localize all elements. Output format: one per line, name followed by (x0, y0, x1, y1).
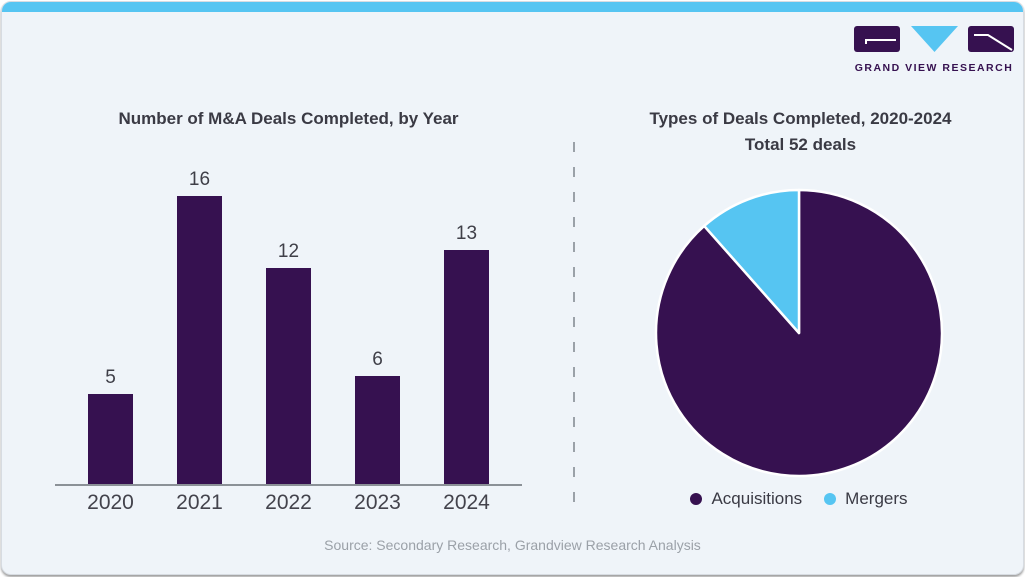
bar-column: 6 (355, 349, 400, 484)
bar-column: 13 (444, 223, 489, 484)
x-axis-label: 2023 (354, 491, 401, 514)
pie-legend: Acquisitions Mergers (629, 489, 969, 509)
bar (177, 196, 222, 484)
x-axis-label: 2022 (265, 491, 312, 514)
bar (88, 394, 133, 484)
legend-dot (690, 493, 703, 505)
bar-value-label: 16 (188, 169, 211, 190)
legend-item-acquisitions: Acquisitions (690, 489, 802, 509)
legend-dot (824, 493, 837, 505)
bar (266, 268, 311, 484)
bar-column: 16 (177, 169, 222, 484)
legend-item-mergers: Mergers (824, 489, 908, 509)
bar (444, 250, 489, 484)
pie-chart-title: Types of Deals Completed, 2020-2024 Tota… (598, 106, 1003, 158)
legend-label: Acquisitions (711, 489, 803, 508)
bar-plot-area: 5 16 12 6 13 (55, 154, 522, 484)
bar-chart-title: Number of M&A Deals Completed, by Year (118, 109, 459, 128)
chart-divider (573, 142, 575, 506)
pie-graphic (654, 188, 944, 478)
x-axis-label: 2024 (443, 491, 490, 514)
bar (355, 376, 400, 484)
bar-value-label: 12 (277, 241, 300, 262)
gvr-logo-icon (854, 26, 1014, 52)
x-axis-labels: 2020 2021 2022 2023 2024 (55, 491, 522, 515)
brand-logo: GRAND VIEW RESEARCH (854, 26, 1014, 74)
bar-column: 5 (88, 367, 133, 484)
bar-value-label: 13 (455, 223, 478, 244)
x-axis-label: 2020 (87, 491, 134, 514)
source-note: Source: Secondary Research, Grandview Re… (324, 537, 701, 553)
pie-chart-subtitle: Total 52 deals (744, 135, 857, 154)
bar-value-label: 6 (372, 349, 383, 370)
top-accent-bar (2, 2, 1023, 12)
pie-chart-title-line: Types of Deals Completed, 2020-2024 (649, 109, 952, 128)
x-axis-label: 2021 (176, 491, 223, 514)
bar-value-label: 5 (105, 367, 116, 388)
legend-label: Mergers (845, 489, 908, 508)
pie-slice-mergers (702, 188, 801, 335)
bar-column: 12 (266, 241, 311, 484)
x-axis-line (55, 484, 522, 486)
brand-logo-text: GRAND VIEW RESEARCH (854, 62, 1014, 74)
